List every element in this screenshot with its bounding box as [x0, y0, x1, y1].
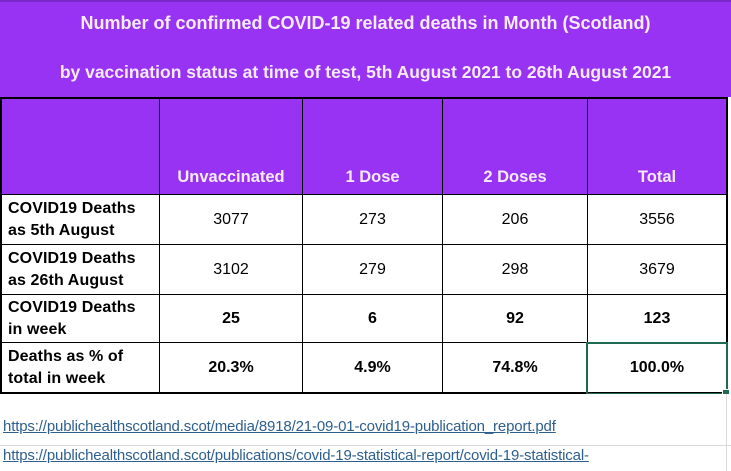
table-cell[interactable]: 298 [443, 245, 588, 295]
table-cell[interactable]: 273 [303, 195, 443, 245]
column-header-1-dose[interactable]: 1 Dose [303, 99, 443, 195]
link-statistical-report[interactable]: https://publichealthscotland.scot/public… [3, 447, 589, 464]
table-cell[interactable]: 20.3% [160, 343, 303, 392]
row-label-deaths-percent-of-total[interactable]: Deaths as % of total in week [2, 343, 160, 392]
table-cell[interactable]: 4.9% [303, 343, 443, 392]
links-area: https://publichealthscotland.scot/media/… [0, 394, 731, 471]
table-cell[interactable]: 123 [588, 295, 726, 343]
table-cell[interactable]: 3679 [588, 245, 726, 295]
report-title-line2: by vaccination status at time of test, 5… [59, 62, 672, 82]
table-cell[interactable]: 3556 [588, 195, 726, 245]
column-header-total[interactable]: Total [588, 99, 726, 195]
report-title-banner: Number of confirmed COVID-19 related dea… [0, 0, 731, 97]
table-cell[interactable]: 3102 [160, 245, 303, 295]
covid-deaths-table: Unvaccinated 1 Dose 2 Doses Total COVID1… [0, 97, 728, 394]
table-cell[interactable]: 25 [160, 295, 303, 343]
table-corner-cell[interactable] [2, 99, 160, 195]
column-header-unvaccinated[interactable]: Unvaccinated [160, 99, 303, 195]
row-label-deaths-26th-august[interactable]: COVID19 Deaths as 26th August [2, 245, 160, 295]
gridline-vertical [726, 394, 727, 471]
report-title-line1: Number of confirmed COVID-19 related dea… [80, 13, 651, 33]
selected-table-cell[interactable]: 100.0% [629, 358, 685, 376]
row-label-deaths-in-week[interactable]: COVID19 Deaths in week [2, 295, 160, 343]
table-cell[interactable]: 74.8% [443, 343, 588, 392]
table-cell[interactable]: 279 [303, 245, 443, 295]
gridline-horizontal [0, 445, 731, 446]
link-publication-report-pdf[interactable]: https://publichealthscotland.scot/media/… [3, 418, 556, 435]
table-cell[interactable]: 6 [303, 295, 443, 343]
table-cell[interactable]: 206 [443, 195, 588, 245]
column-header-2-doses[interactable]: 2 Doses [443, 99, 588, 195]
table-cell[interactable]: 3077 [160, 195, 303, 245]
row-label-deaths-5th-august[interactable]: COVID19 Deaths as 5th August [2, 195, 160, 245]
table-cell[interactable]: 92 [443, 295, 588, 343]
